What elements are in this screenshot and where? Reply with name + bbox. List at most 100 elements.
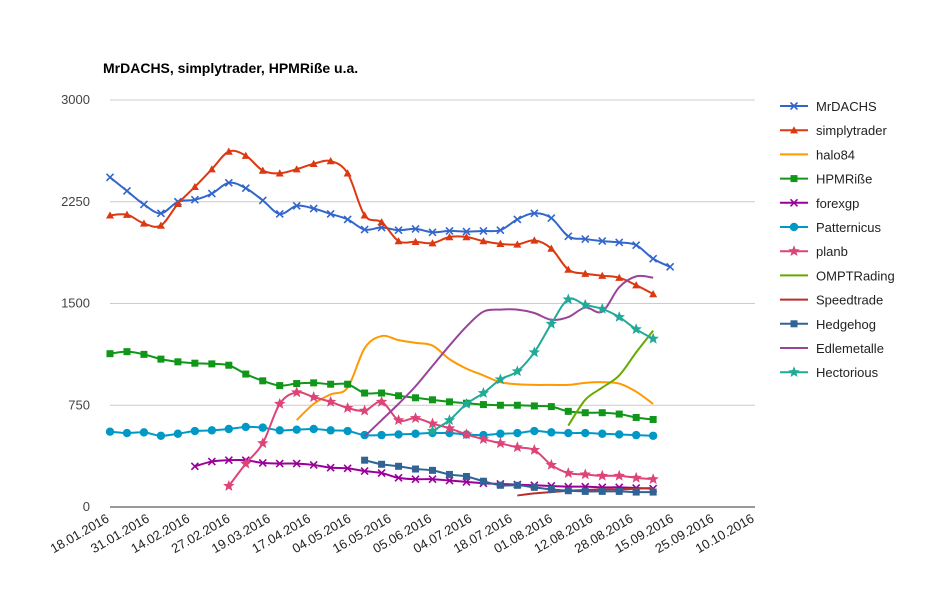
point-patternicus-10 <box>275 426 284 435</box>
series-planb <box>223 386 659 491</box>
point-hpmri-e-7 <box>225 361 233 369</box>
series-hpmri-e <box>106 348 657 423</box>
point-simplytrader-9 <box>258 166 267 174</box>
point-patternicus-13 <box>326 426 335 435</box>
point-hedgehog-27 <box>564 487 572 495</box>
legend-item-hedgehog[interactable]: Hedgehog <box>780 317 876 332</box>
legend-label-simplytrader: simplytrader <box>816 123 887 138</box>
legend-item-halo84[interactable]: halo84 <box>780 147 855 162</box>
point-hpmri-e-17 <box>395 392 403 400</box>
point-patternicus-2 <box>139 428 149 437</box>
point-mrdachs-14 <box>343 215 352 224</box>
point-patternicus-8 <box>241 422 250 432</box>
point-mrdachs-8 <box>241 184 250 193</box>
chart-title: MrDACHS, simplytrader, HPMRiße u.a. <box>103 60 358 76</box>
point-mrdachs-10 <box>275 209 284 219</box>
point-forexgp-11 <box>292 459 301 468</box>
point-simplytrader-29 <box>598 271 607 279</box>
legend-item-mrdachs[interactable]: MrDACHS <box>780 99 877 114</box>
point-forexgp-14 <box>343 464 352 473</box>
point-hpmri-e-4 <box>174 358 182 366</box>
point-hectorious-21 <box>460 397 473 409</box>
point-simplytrader-4 <box>173 199 182 207</box>
point-simplytrader-2 <box>139 219 148 227</box>
y-tick-label-3: 2250 <box>61 194 90 209</box>
point-hedgehog-20 <box>445 470 453 478</box>
point-patternicus-9 <box>258 423 267 432</box>
point-hedgehog-29 <box>598 487 606 495</box>
point-hedgehog-28 <box>581 487 589 495</box>
point-hpmri-e-30 <box>615 410 623 418</box>
point-patternicus-26 <box>547 428 556 437</box>
point-hedgehog-31 <box>632 488 640 496</box>
point-forexgp-20 <box>445 476 454 485</box>
legend-label-forexgp: forexgp <box>816 196 859 211</box>
point-hpmri-e-3 <box>157 355 165 363</box>
point-hectorious-26 <box>545 317 558 329</box>
legend-item-simplytrader[interactable]: simplytrader <box>780 123 887 138</box>
legend-label-hedgehog: Hedgehog <box>816 317 876 332</box>
point-mrdachs-17 <box>394 226 403 235</box>
point-patternicus-11 <box>292 425 301 434</box>
series-mrdachs <box>105 173 675 271</box>
point-mrdachs-11 <box>292 201 301 210</box>
point-forexgp-9 <box>258 458 267 467</box>
point-forexgp-5 <box>190 462 199 471</box>
point-hectorious-24 <box>511 365 524 377</box>
point-planb-11 <box>291 386 303 398</box>
point-planb-25 <box>528 444 541 455</box>
point-forexgp-18 <box>411 475 420 484</box>
point-planb-13 <box>324 395 337 407</box>
legend-item-planb[interactable]: planb <box>780 244 848 259</box>
legend-item-hpmri-e[interactable]: HPMRiße <box>780 172 872 187</box>
point-simplytrader-5 <box>190 182 199 191</box>
point-mrdachs-15 <box>360 225 369 234</box>
point-simplytrader-28 <box>581 269 590 277</box>
point-simplytrader-11 <box>292 165 301 173</box>
point-forexgp-17 <box>394 473 403 482</box>
point-mrdachs-13 <box>326 209 335 219</box>
series-halo84 <box>296 334 654 421</box>
point-hpmri-e-6 <box>208 360 216 368</box>
point-simplytrader-12 <box>309 159 318 167</box>
legend-item-forexgp[interactable]: forexgp <box>780 196 859 211</box>
point-planb-30 <box>613 469 625 481</box>
point-mrdachs-21 <box>462 227 471 236</box>
point-patternicus-7 <box>224 424 234 434</box>
point-planb-7 <box>223 479 235 491</box>
point-patternicus-17 <box>394 430 403 439</box>
point-patternicus-31 <box>631 430 641 440</box>
legend-item-edlemetalle[interactable]: Edlemetalle <box>780 341 884 356</box>
point-hedgehog-24 <box>513 481 521 489</box>
point-hpmri-e-11 <box>293 380 301 388</box>
point-mrdachs-9 <box>258 196 267 205</box>
legend-item-patternicus[interactable]: Patternicus <box>780 220 882 235</box>
legend-item-hectorious[interactable]: Hectorious <box>780 365 879 380</box>
point-mrdachs-6 <box>207 189 216 198</box>
point-mrdachs-22 <box>479 226 488 235</box>
series-omptrading <box>567 330 654 427</box>
point-mrdachs-28 <box>581 234 590 244</box>
point-patternicus-28 <box>581 428 590 438</box>
series-hectorious <box>426 293 659 436</box>
x-axis: 18.01.201631.01.201614.02.201627.02.2016… <box>48 511 757 557</box>
point-planb-22 <box>477 433 490 445</box>
point-planb-28 <box>579 468 591 480</box>
point-hpmri-e-22 <box>479 401 487 409</box>
point-patternicus-12 <box>309 424 318 434</box>
legend-item-omptrading[interactable]: OMPTRading <box>780 268 895 283</box>
point-planb-27 <box>562 467 574 478</box>
legend-marker-hpmri-e <box>790 175 798 183</box>
point-forexgp-19 <box>428 475 437 484</box>
point-hpmri-e-9 <box>259 377 267 385</box>
point-forexgp-6 <box>207 457 216 466</box>
legend-item-speedtrade[interactable]: Speedtrade <box>780 293 883 308</box>
point-mrdachs-31 <box>632 241 641 250</box>
point-mrdachs-25 <box>530 209 539 218</box>
point-hpmri-e-25 <box>530 402 538 410</box>
point-forexgp-15 <box>360 466 369 476</box>
point-patternicus-14 <box>343 426 352 436</box>
point-forexgp-12 <box>309 460 318 470</box>
point-hedgehog-21 <box>462 472 470 480</box>
